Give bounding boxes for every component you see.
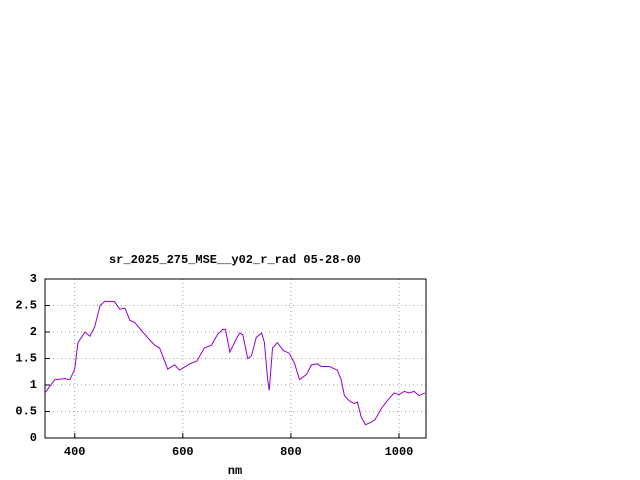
y-tick-label: 0 <box>30 431 37 445</box>
plot-frame <box>44 278 427 439</box>
x-tick-label: 600 <box>172 445 194 459</box>
x-tick-label: 1000 <box>385 445 414 459</box>
chart-title: sr_2025_275_MSE__y02_r_rad 05-28-00 <box>109 253 361 267</box>
y-tick-label: 1.5 <box>15 352 37 366</box>
y-tick-label: 2 <box>30 325 37 339</box>
x-axis-label: nm <box>228 464 242 478</box>
data-line <box>44 300 426 426</box>
y-tick-label: 2.5 <box>15 299 37 313</box>
y-tick-label: 3 <box>30 272 37 286</box>
y-tick-label: 1 <box>30 378 37 392</box>
x-tick-label: 800 <box>280 445 302 459</box>
y-tick-label: 0.5 <box>15 405 37 419</box>
x-tick-label: 400 <box>64 445 86 459</box>
